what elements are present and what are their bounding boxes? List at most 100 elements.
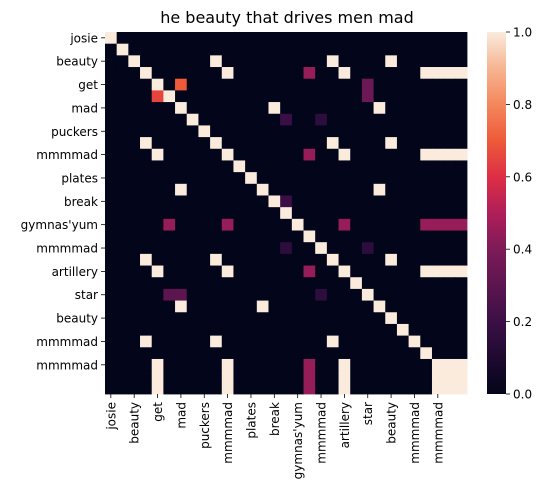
heatmap-cell <box>105 160 118 173</box>
heatmap-cell <box>221 242 234 255</box>
heatmap-cell <box>245 160 258 173</box>
heatmap-cell <box>105 323 118 337</box>
heatmap-cell <box>455 172 468 185</box>
heatmap-cell <box>268 137 281 150</box>
heatmap-cell <box>361 265 374 278</box>
y-tick-label: mmmmad <box>36 335 98 349</box>
heatmap-cell <box>396 300 410 313</box>
heatmap-cell <box>245 358 258 372</box>
heatmap-cell <box>256 230 269 243</box>
heatmap-cell <box>198 253 211 266</box>
heatmap-cell <box>315 148 328 161</box>
heatmap-cell <box>245 148 258 161</box>
heatmap-cell <box>175 67 188 80</box>
heatmap-cell <box>291 218 304 231</box>
heatmap-cell <box>280 358 293 372</box>
heatmap-cell <box>140 242 153 255</box>
heatmap-cell <box>105 347 118 360</box>
heatmap-cell <box>303 160 316 173</box>
heatmap-cell <box>396 113 410 126</box>
heatmap-cell <box>385 90 398 103</box>
heatmap-cell <box>105 183 118 196</box>
heatmap-cell <box>221 195 234 208</box>
heatmap-cell <box>350 78 363 91</box>
heatmap-cell <box>256 43 269 56</box>
heatmap-cell <box>373 242 386 255</box>
heatmap-cell <box>256 265 269 278</box>
heatmap-cell <box>443 160 456 173</box>
heatmap-cell <box>338 78 351 91</box>
heatmap-cell <box>105 207 118 220</box>
heatmap-cell <box>105 230 118 243</box>
heatmap-cell <box>151 113 164 126</box>
heatmap-cell <box>186 230 199 243</box>
heatmap-cell <box>420 230 433 243</box>
heatmap-cell <box>338 300 351 313</box>
heatmap-cell <box>233 382 246 395</box>
heatmap-cell <box>221 323 234 337</box>
heatmap-cell <box>140 172 153 185</box>
heatmap-cell <box>420 160 433 173</box>
heatmap-cell <box>420 253 433 266</box>
heatmap-cell <box>326 207 339 220</box>
heatmap-cell <box>268 207 281 220</box>
heatmap-cell <box>408 207 421 220</box>
heatmap-cell <box>268 78 281 91</box>
heatmap-cell <box>373 160 386 173</box>
heatmap-cell <box>221 78 234 91</box>
heatmap-cell <box>151 242 164 255</box>
heatmap-cell <box>350 230 363 243</box>
heatmap-cell <box>198 160 211 173</box>
heatmap-cell <box>151 277 164 290</box>
heatmap-cell <box>455 358 468 372</box>
heatmap-cell <box>350 195 363 208</box>
heatmap-cell <box>280 113 293 126</box>
heatmap-cell <box>361 160 374 173</box>
heatmap-cell <box>326 125 339 138</box>
heatmap-cell <box>280 312 293 325</box>
heatmap-cell <box>175 288 188 301</box>
heatmap-cell <box>116 277 129 290</box>
heatmap-cell <box>280 78 293 91</box>
heatmap-cell <box>221 370 234 383</box>
heatmap-cell <box>443 242 456 255</box>
heatmap-cell <box>455 230 468 243</box>
heatmap-cell <box>303 335 316 348</box>
heatmap-cell <box>326 78 339 91</box>
heatmap-cell <box>140 137 153 150</box>
heatmap-cell <box>116 32 129 45</box>
heatmap-cell <box>151 172 164 185</box>
heatmap-cell <box>408 288 421 301</box>
heatmap-cell <box>256 288 269 301</box>
heatmap-cell <box>408 300 421 313</box>
heatmap-cell <box>280 265 293 278</box>
heatmap-cells <box>105 32 468 395</box>
heatmap-cell <box>256 78 269 91</box>
heatmap-cell <box>233 347 246 360</box>
heatmap-cell <box>210 277 223 290</box>
heatmap-cell <box>291 347 304 360</box>
heatmap-cell <box>256 382 269 395</box>
heatmap-cell <box>245 347 258 360</box>
heatmap-cell <box>140 55 153 68</box>
heatmap-cell <box>315 43 328 56</box>
heatmap-cell <box>408 137 421 150</box>
heatmap-cell <box>210 253 223 266</box>
heatmap-cell <box>268 265 281 278</box>
heatmap-cell <box>326 90 339 103</box>
heatmap-cell <box>338 43 351 56</box>
heatmap-cell <box>373 277 386 290</box>
heatmap-cell <box>186 195 199 208</box>
heatmap-cell <box>385 347 398 360</box>
heatmap-cell <box>350 242 363 255</box>
heatmap-cell <box>221 335 234 348</box>
heatmap-cell <box>373 183 386 196</box>
heatmap-cell <box>245 67 258 80</box>
heatmap-cell <box>338 347 351 360</box>
heatmap-cell <box>326 160 339 173</box>
heatmap-cell <box>431 207 445 220</box>
heatmap-cell <box>350 382 363 395</box>
heatmap-cell <box>373 55 386 68</box>
heatmap-cell <box>128 253 141 266</box>
heatmap-cell <box>350 288 363 301</box>
